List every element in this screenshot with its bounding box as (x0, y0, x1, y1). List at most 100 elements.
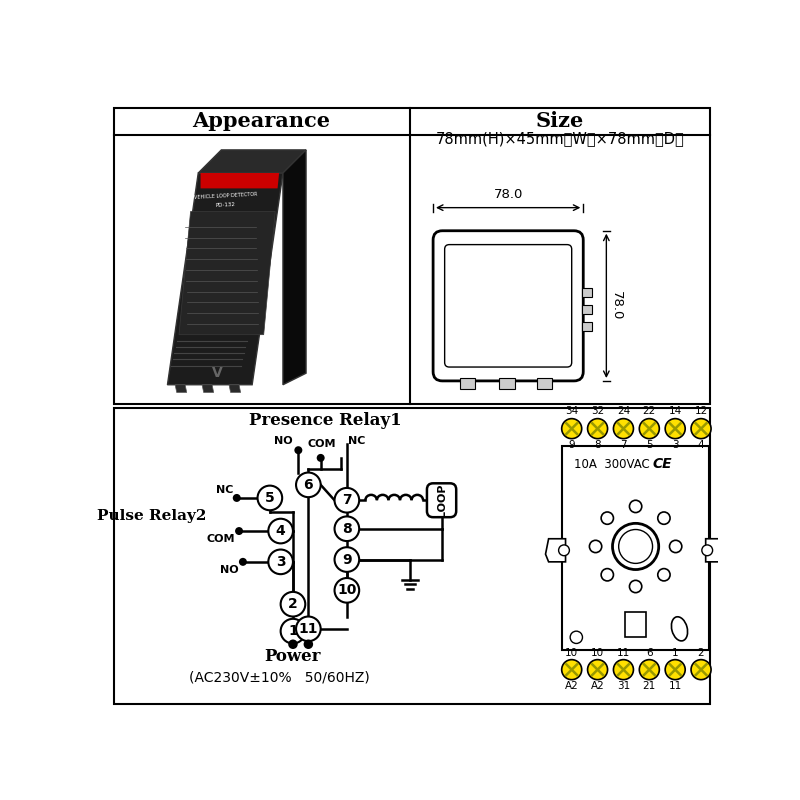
Text: 12: 12 (694, 406, 708, 416)
Polygon shape (198, 150, 306, 173)
Text: 78.0: 78.0 (494, 189, 523, 202)
Circle shape (281, 619, 306, 643)
Circle shape (570, 631, 582, 643)
Text: LOOP: LOOP (437, 483, 446, 517)
Text: 24: 24 (617, 406, 630, 416)
Circle shape (258, 486, 282, 510)
Text: V: V (212, 366, 223, 380)
Text: 11: 11 (669, 682, 682, 691)
Text: 2: 2 (698, 648, 704, 658)
Polygon shape (202, 385, 214, 393)
Text: 4: 4 (276, 524, 286, 538)
Text: 21: 21 (642, 682, 656, 691)
Circle shape (590, 540, 602, 553)
Circle shape (630, 500, 642, 513)
Circle shape (670, 540, 682, 553)
Text: 10: 10 (591, 648, 604, 658)
Bar (582, 288, 593, 297)
Circle shape (639, 418, 659, 438)
Bar (625, 612, 646, 637)
Text: 9: 9 (342, 553, 352, 566)
Circle shape (236, 528, 242, 534)
Bar (114, 107, 710, 404)
FancyBboxPatch shape (427, 483, 456, 517)
Circle shape (702, 545, 713, 556)
Text: 31: 31 (617, 682, 630, 691)
Circle shape (334, 488, 359, 513)
Text: A2: A2 (590, 682, 605, 691)
Text: COM: COM (307, 438, 336, 449)
Bar (114, 408, 710, 704)
Circle shape (665, 660, 685, 680)
Circle shape (296, 617, 321, 641)
Polygon shape (179, 211, 275, 334)
Text: 3: 3 (672, 440, 678, 450)
Circle shape (296, 473, 321, 497)
Circle shape (639, 660, 659, 680)
Text: 4: 4 (698, 440, 704, 450)
Text: 78.0: 78.0 (610, 291, 623, 321)
Ellipse shape (671, 617, 687, 641)
Text: VEHICLE LOOP DETECTOR: VEHICLE LOOP DETECTOR (194, 192, 257, 200)
Text: 5: 5 (265, 491, 274, 505)
Circle shape (289, 640, 297, 648)
Circle shape (334, 578, 359, 602)
Text: 8: 8 (342, 522, 352, 536)
Text: 11: 11 (617, 648, 630, 658)
Circle shape (614, 660, 634, 680)
Circle shape (334, 517, 359, 541)
Polygon shape (229, 385, 241, 393)
Text: 8: 8 (594, 440, 601, 450)
Text: 22: 22 (642, 406, 656, 416)
Text: NC: NC (349, 436, 366, 446)
Circle shape (613, 523, 658, 570)
Circle shape (305, 640, 312, 648)
Text: (AC230V±10%   50/60HZ): (AC230V±10% 50/60HZ) (189, 670, 370, 684)
Circle shape (618, 530, 653, 563)
Circle shape (658, 512, 670, 524)
Text: 34: 34 (565, 406, 578, 416)
Text: 14: 14 (669, 406, 682, 416)
Text: PD-132: PD-132 (215, 202, 235, 208)
Bar (460, 378, 475, 389)
Text: A2: A2 (565, 682, 578, 691)
Text: Size: Size (536, 110, 584, 130)
Text: 10: 10 (337, 583, 357, 598)
Text: COM: COM (206, 534, 235, 544)
Text: 6: 6 (303, 478, 313, 492)
Text: 7: 7 (342, 494, 352, 507)
Circle shape (630, 580, 642, 593)
Circle shape (587, 418, 607, 438)
Circle shape (562, 418, 582, 438)
Circle shape (562, 660, 582, 680)
Circle shape (334, 547, 359, 572)
Circle shape (665, 418, 685, 438)
Text: 11: 11 (298, 622, 318, 636)
Bar (498, 378, 515, 389)
Circle shape (240, 558, 246, 565)
Polygon shape (167, 173, 283, 385)
Bar (582, 305, 593, 314)
Circle shape (587, 660, 607, 680)
Text: NC: NC (215, 486, 233, 495)
Circle shape (601, 512, 614, 524)
Text: Presence Relay1: Presence Relay1 (249, 413, 402, 430)
Circle shape (295, 447, 302, 454)
Polygon shape (283, 150, 306, 385)
Bar (562, 446, 709, 650)
Circle shape (691, 418, 711, 438)
Circle shape (658, 569, 670, 581)
Text: Appearance: Appearance (192, 110, 330, 130)
Text: NO: NO (274, 436, 292, 446)
Bar (582, 322, 593, 331)
Text: 1: 1 (672, 648, 678, 658)
FancyBboxPatch shape (445, 245, 572, 367)
Text: Pulse Relay2: Pulse Relay2 (98, 509, 206, 522)
Circle shape (691, 660, 711, 680)
Polygon shape (201, 173, 279, 188)
Text: 9: 9 (568, 440, 575, 450)
Polygon shape (546, 538, 566, 562)
Polygon shape (175, 385, 186, 393)
Text: 7: 7 (620, 440, 626, 450)
Bar (537, 378, 553, 389)
